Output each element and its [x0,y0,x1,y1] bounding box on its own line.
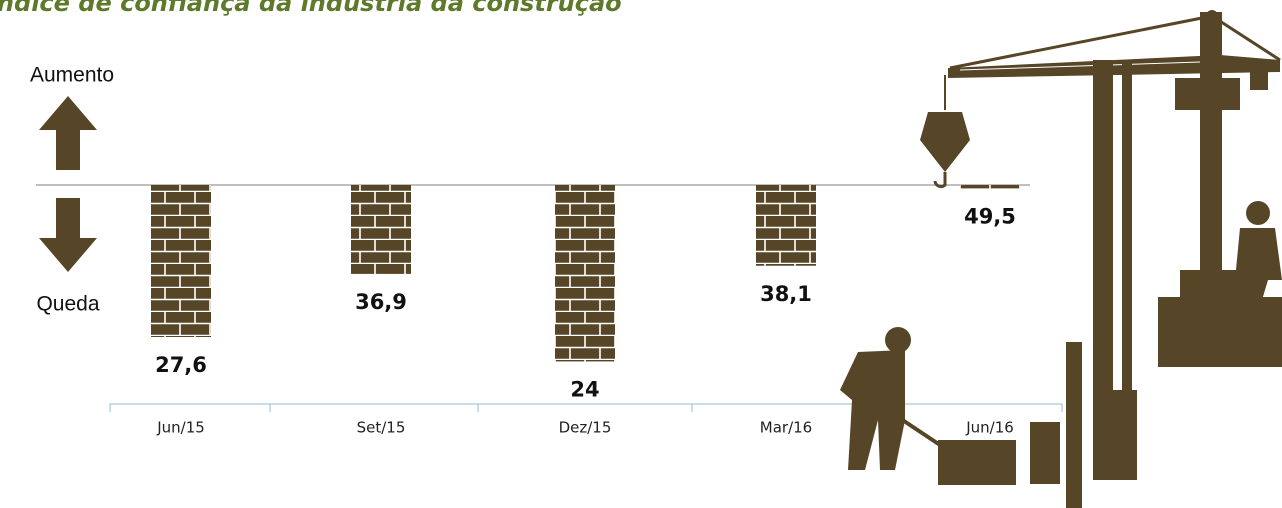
value-label: 24 [570,377,599,401]
x-tick-label: Set/15 [357,419,406,437]
bar [960,185,1020,189]
value-label: 36,9 [355,290,407,314]
crane [840,10,1282,508]
x-tick-label: Dez/15 [559,419,612,437]
x-tick-label: Jun/16 [965,419,1014,437]
bar [351,185,411,274]
value-label: 38,1 [760,282,812,306]
bar [151,185,211,337]
down-arrow [39,198,97,272]
value-label: 49,5 [964,204,1016,228]
value-label: 27,6 [155,353,207,377]
down-label: Queda [36,293,99,316]
x-tick-label: Mar/16 [760,419,812,437]
bar [555,185,615,362]
up-arrow [39,96,97,170]
bar [756,185,816,266]
x-tick-label: Jun/15 [156,419,205,437]
chart-title: Índice de confiança da indústria da cons… [0,0,622,17]
up-label: Aumento [30,64,114,87]
